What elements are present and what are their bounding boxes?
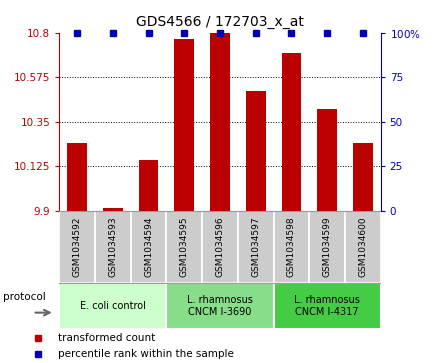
Text: L. rhamnosus
CNCM I-3690: L. rhamnosus CNCM I-3690 (187, 295, 253, 317)
Text: GSM1034600: GSM1034600 (358, 216, 367, 277)
Bar (274, 283, 381, 329)
Bar (246, 91, 265, 211)
Bar (59, 211, 95, 283)
Bar (345, 211, 381, 283)
Bar (282, 53, 301, 211)
Text: GSM1034593: GSM1034593 (108, 216, 117, 277)
Bar (67, 143, 87, 211)
Bar (238, 211, 274, 283)
Text: transformed count: transformed count (58, 333, 155, 343)
Text: GSM1034598: GSM1034598 (287, 216, 296, 277)
Bar (59, 283, 166, 329)
Bar (353, 143, 373, 211)
Text: percentile rank within the sample: percentile rank within the sample (58, 349, 234, 359)
Text: E. coli control: E. coli control (80, 301, 146, 311)
Text: GSM1034595: GSM1034595 (180, 216, 189, 277)
Bar (103, 208, 123, 211)
Bar (210, 33, 230, 211)
Bar (175, 38, 194, 211)
Bar (166, 283, 274, 329)
Text: L. rhamnosus
CNCM I-4317: L. rhamnosus CNCM I-4317 (294, 295, 360, 317)
Text: GSM1034597: GSM1034597 (251, 216, 260, 277)
Text: GSM1034596: GSM1034596 (216, 216, 224, 277)
Bar (166, 211, 202, 283)
Text: GSM1034594: GSM1034594 (144, 217, 153, 277)
Bar (317, 109, 337, 211)
Bar (131, 211, 166, 283)
Bar (202, 211, 238, 283)
Text: GSM1034599: GSM1034599 (323, 216, 332, 277)
Text: protocol: protocol (3, 292, 46, 302)
Text: GSM1034592: GSM1034592 (73, 217, 82, 277)
Title: GDS4566 / 172703_x_at: GDS4566 / 172703_x_at (136, 15, 304, 29)
Bar (274, 211, 309, 283)
Bar (139, 160, 158, 211)
Bar (309, 211, 345, 283)
Bar (95, 211, 131, 283)
